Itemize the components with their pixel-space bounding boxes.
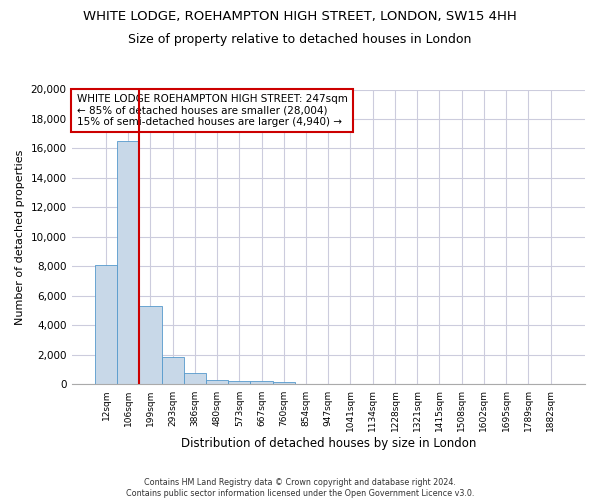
Text: WHITE LODGE ROEHAMPTON HIGH STREET: 247sqm
← 85% of detached houses are smaller : WHITE LODGE ROEHAMPTON HIGH STREET: 247s… — [77, 94, 347, 127]
Text: WHITE LODGE, ROEHAMPTON HIGH STREET, LONDON, SW15 4HH: WHITE LODGE, ROEHAMPTON HIGH STREET, LON… — [83, 10, 517, 23]
Bar — [139, 306, 161, 384]
Bar — [161, 357, 184, 384]
Bar — [228, 381, 250, 384]
Text: Size of property relative to detached houses in London: Size of property relative to detached ho… — [128, 32, 472, 46]
Y-axis label: Number of detached properties: Number of detached properties — [15, 150, 25, 324]
Text: Contains HM Land Registry data © Crown copyright and database right 2024.
Contai: Contains HM Land Registry data © Crown c… — [126, 478, 474, 498]
Bar — [184, 372, 206, 384]
Bar — [250, 381, 273, 384]
X-axis label: Distribution of detached houses by size in London: Distribution of detached houses by size … — [181, 437, 476, 450]
Bar — [206, 380, 228, 384]
Bar — [117, 141, 139, 384]
Bar — [95, 265, 117, 384]
Bar — [273, 382, 295, 384]
